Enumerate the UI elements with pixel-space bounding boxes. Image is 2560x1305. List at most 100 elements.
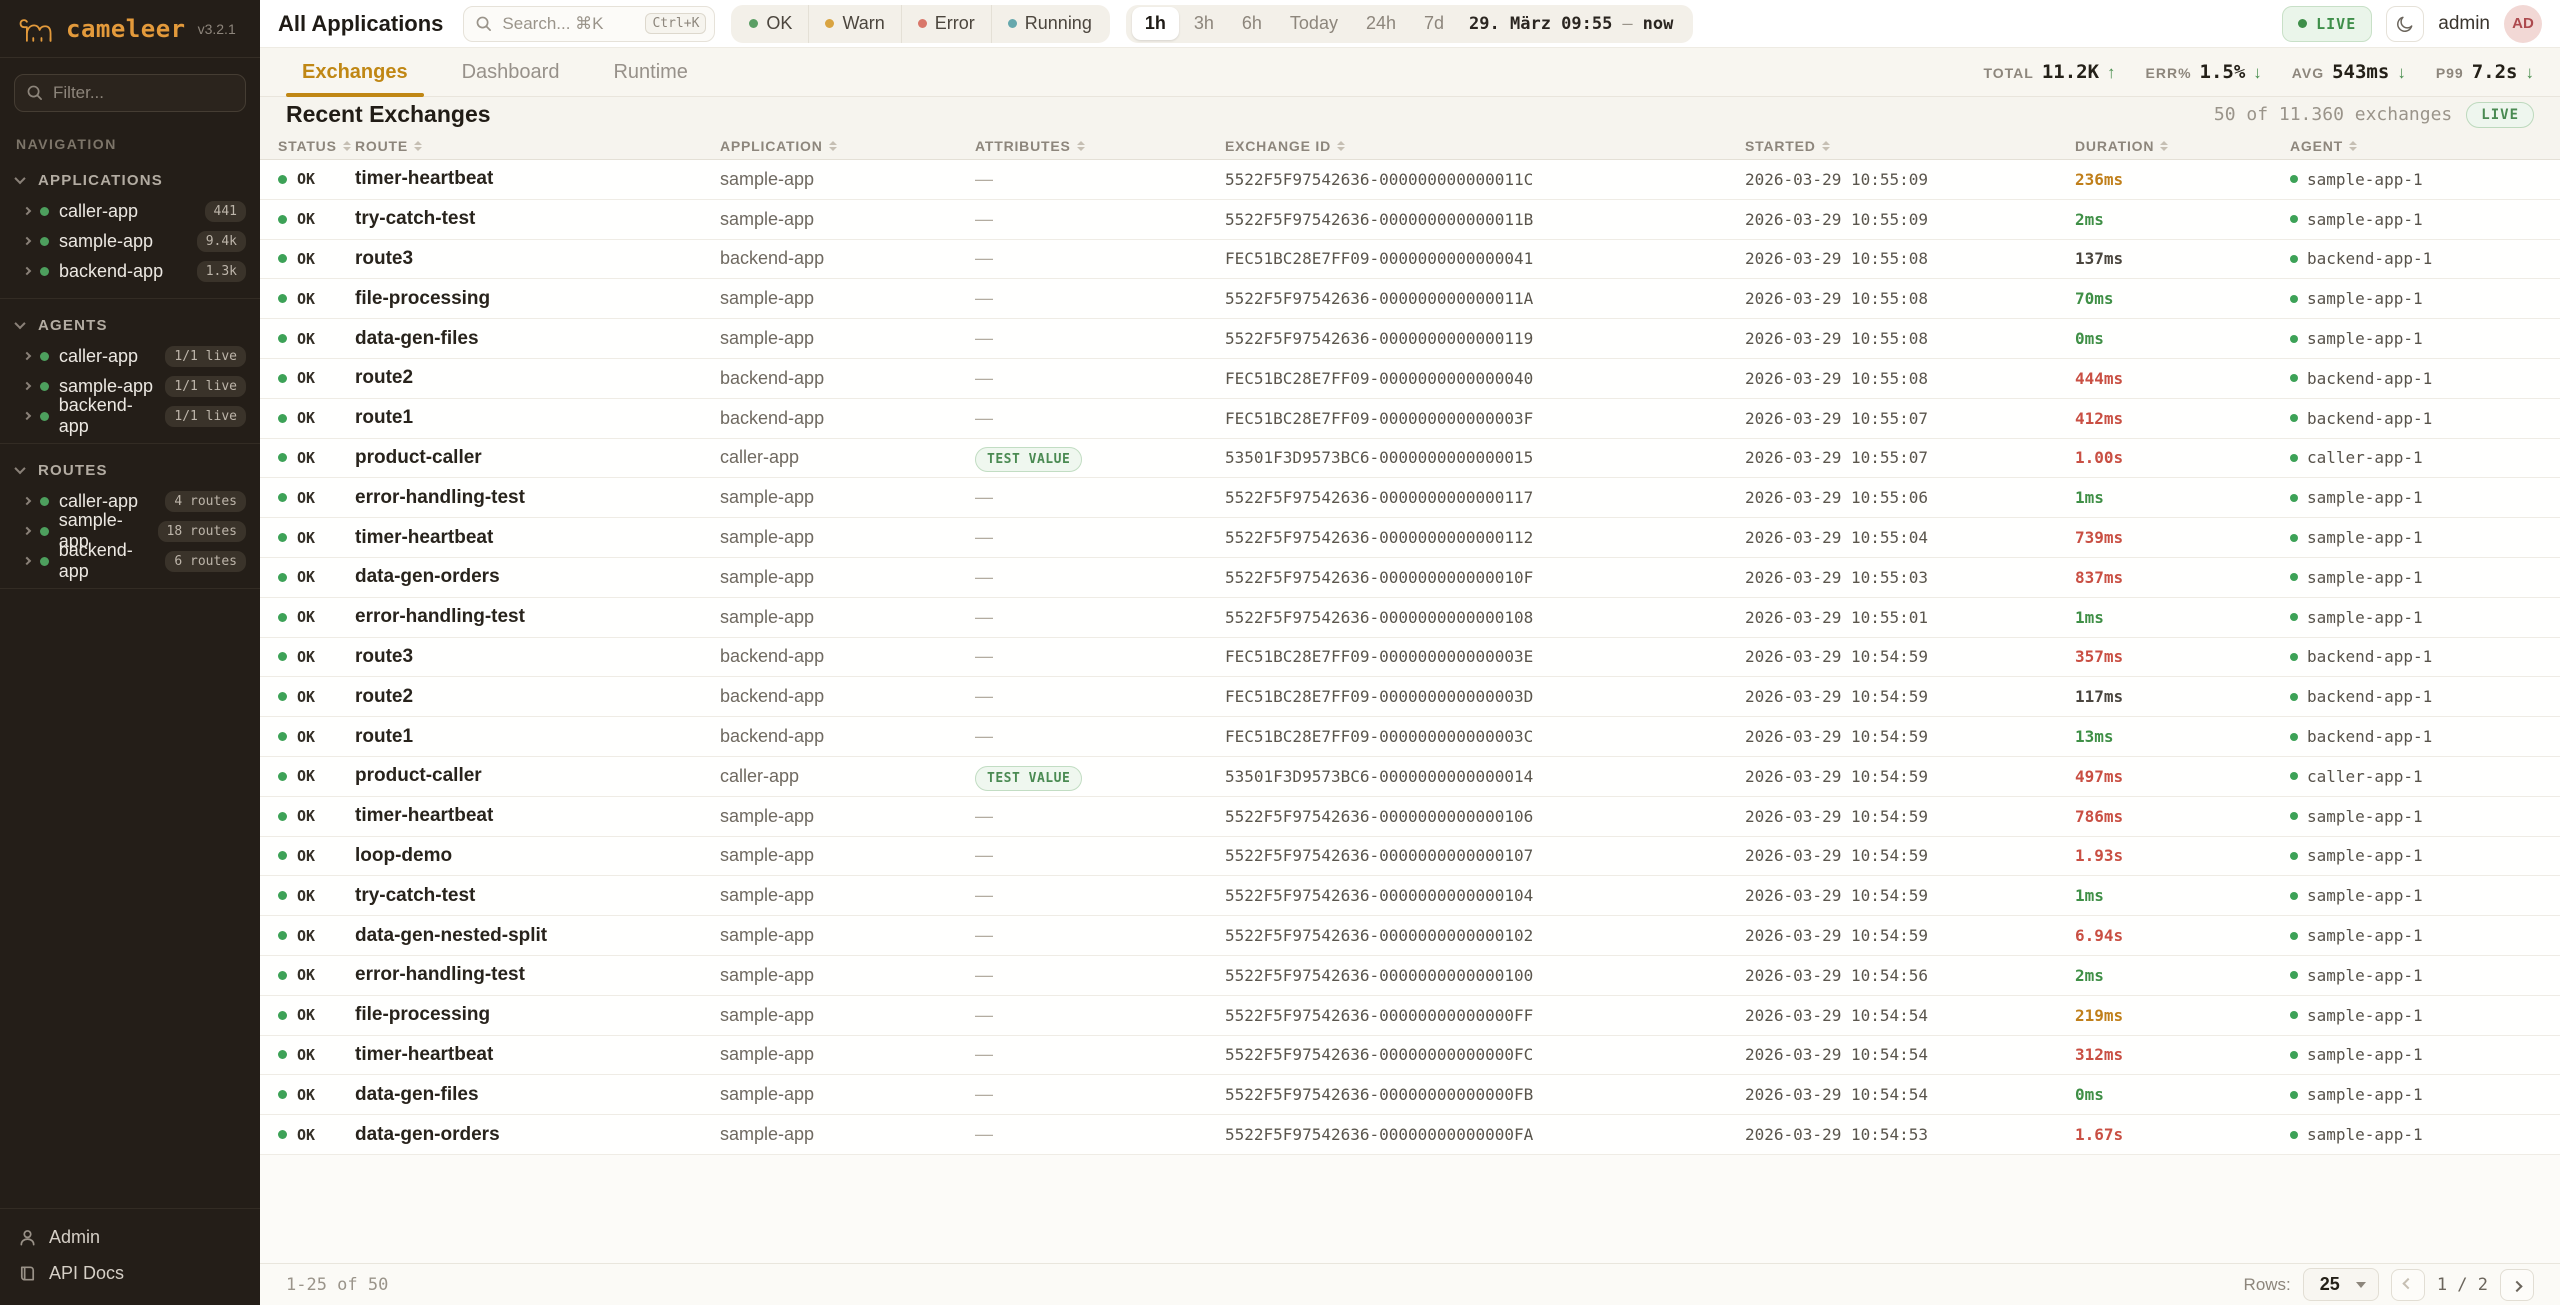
sidebar-item-sample-app[interactable]: sample-app 9.4k bbox=[0, 226, 260, 256]
avatar[interactable]: AD bbox=[2504, 4, 2542, 43]
column-header-started[interactable]: STARTED bbox=[1745, 138, 2075, 154]
filter-warn[interactable]: Warn bbox=[809, 4, 902, 43]
table-row[interactable]: OK route2 backend-app — FEC51BC28E7FF09-… bbox=[260, 358, 2560, 399]
sidebar-item-backend-app[interactable]: backend-app 1.3k bbox=[0, 256, 260, 286]
range-6h[interactable]: 6h bbox=[1241, 13, 1262, 33]
column-header-status[interactable]: STATUS bbox=[278, 138, 355, 154]
section-label: APPLICATIONS bbox=[38, 171, 163, 189]
agent-status-dot-icon bbox=[2290, 971, 2298, 980]
column-header-exchange-id[interactable]: EXCHANGE ID bbox=[1225, 138, 1745, 154]
ok-status-dot-icon bbox=[278, 692, 287, 702]
table-row[interactable]: OK product-caller caller-app TEST VALUE … bbox=[260, 756, 2560, 797]
table-row[interactable]: OK timer-heartbeat sample-app — 5522F5F9… bbox=[260, 518, 2560, 558]
table-row[interactable]: OK error-handling-test sample-app — 5522… bbox=[260, 955, 2560, 996]
time-range-group: 1h 3h 6h Today 24h 7d 29. März 09:55 – n… bbox=[1125, 4, 1694, 43]
agent-cell: sample-app-1 bbox=[2290, 846, 2550, 865]
table-row[interactable]: OK route2 backend-app — FEC51BC28E7FF09-… bbox=[260, 677, 2560, 718]
date-to: now bbox=[1642, 13, 1674, 34]
table-row[interactable]: OK file-processing sample-app — 5522F5F9… bbox=[260, 995, 2560, 1036]
column-header-duration[interactable]: DURATION bbox=[2075, 138, 2290, 154]
sidebar-item-agent-backend-app[interactable]: backend-app 1/1 live bbox=[0, 395, 260, 436]
sidebar: cameleer v3.2.1 NAVIGATION APPLICATIONS … bbox=[0, 0, 260, 1305]
rows-per-page-select[interactable]: 25 bbox=[2302, 1268, 2379, 1301]
sidebar-item-agent-sample-app[interactable]: sample-app 1/1 live bbox=[0, 371, 260, 401]
next-page-button[interactable] bbox=[2500, 1268, 2534, 1301]
range-7d[interactable]: 7d bbox=[1424, 13, 1445, 33]
chevron-right-icon bbox=[22, 236, 32, 246]
filter-running[interactable]: Running bbox=[992, 5, 1108, 43]
table-row[interactable]: OK try-catch-test sample-app — 5522F5F97… bbox=[260, 876, 2560, 917]
ok-status-dot-icon bbox=[278, 254, 287, 264]
table-row[interactable]: OK timer-heartbeat sample-app — 5522F5F9… bbox=[260, 796, 2560, 837]
table-row[interactable]: OK data-gen-nested-split sample-app — 55… bbox=[260, 916, 2560, 956]
table-row[interactable]: OK error-handling-test sample-app — 5522… bbox=[260, 478, 2560, 519]
agent-status-dot-icon bbox=[2290, 254, 2298, 263]
route-cell: try-catch-test bbox=[355, 208, 476, 230]
table-row[interactable]: OK error-handling-test sample-app — 5522… bbox=[260, 597, 2560, 638]
table-row[interactable]: OK data-gen-files sample-app — 5522F5F97… bbox=[260, 319, 2560, 359]
tab-dashboard[interactable]: Dashboard bbox=[461, 60, 560, 83]
theme-toggle-button[interactable] bbox=[2386, 5, 2425, 42]
sidebar-item-agent-caller-app[interactable]: caller-app 1/1 live bbox=[0, 341, 260, 371]
sidebar-item-label: caller-app bbox=[59, 345, 139, 366]
column-header-route[interactable]: ROUTE bbox=[355, 138, 720, 154]
section-header-applications[interactable]: APPLICATIONS bbox=[0, 164, 260, 196]
table-row[interactable]: OK data-gen-files sample-app — 5522F5F97… bbox=[260, 1075, 2560, 1116]
table-row[interactable]: OK data-gen-orders sample-app — 5522F5F9… bbox=[260, 557, 2560, 598]
range-3h[interactable]: 3h bbox=[1193, 13, 1214, 33]
table-row[interactable]: OK loop-demo sample-app — 5522F5F9754263… bbox=[260, 836, 2560, 877]
attribute-badge: TEST VALUE bbox=[975, 765, 1083, 791]
table-row[interactable]: OK route3 backend-app — FEC51BC28E7FF09-… bbox=[260, 637, 2560, 678]
scope-selector[interactable]: All Applications bbox=[278, 10, 444, 36]
stats-bar: TOTAL 11.2K ↑ ERR% 1.5% ↓ AVG 543ms ↓ P9… bbox=[1983, 48, 2534, 96]
status-label: OK bbox=[297, 687, 316, 706]
table-row[interactable]: OK route1 backend-app — FEC51BC28E7FF09-… bbox=[260, 717, 2560, 757]
table-row[interactable]: OK file-processing sample-app — 5522F5F9… bbox=[260, 279, 2560, 320]
sidebar-item-routes-backend-app[interactable]: backend-app 6 routes bbox=[0, 540, 260, 581]
previous-page-button[interactable] bbox=[2390, 1268, 2425, 1301]
range-24h[interactable]: 24h bbox=[1365, 13, 1397, 33]
sidebar-item-caller-app[interactable]: caller-app 441 bbox=[0, 196, 260, 226]
live-badge: 1/1 live bbox=[165, 375, 246, 397]
section-header-routes[interactable]: ROUTES bbox=[0, 454, 260, 486]
range-1h[interactable]: 1h bbox=[1131, 7, 1179, 40]
table-row[interactable]: OK route1 backend-app — FEC51BC28E7FF09-… bbox=[260, 398, 2560, 439]
agent-status-dot-icon bbox=[2290, 891, 2298, 900]
attributes-cell: — bbox=[975, 168, 993, 189]
filter-label: Error bbox=[934, 13, 975, 33]
ok-status-dot-icon bbox=[278, 1010, 287, 1020]
table-row[interactable]: OK timer-heartbeat sample-app — 5522F5F9… bbox=[260, 1035, 2560, 1076]
exchange-id-cell: FEC51BC28E7FF09-0000000000000041 bbox=[1225, 249, 1534, 269]
global-search[interactable]: Ctrl+K bbox=[463, 5, 716, 42]
table-row[interactable]: OK data-gen-orders sample-app — 5522F5F9… bbox=[260, 1115, 2560, 1155]
range-today[interactable]: Today bbox=[1289, 13, 1338, 33]
section-header-agents[interactable]: AGENTS bbox=[0, 309, 260, 341]
table-row[interactable]: OK try-catch-test sample-app — 5522F5F97… bbox=[260, 199, 2560, 240]
agent-status-dot-icon bbox=[2290, 652, 2298, 661]
search-input[interactable] bbox=[500, 12, 638, 35]
attributes-cell: — bbox=[975, 964, 993, 985]
filter-ok[interactable]: OK bbox=[733, 4, 810, 43]
table-row[interactable]: OK route3 backend-app — FEC51BC28E7FF09-… bbox=[260, 239, 2560, 280]
column-header-application[interactable]: APPLICATION bbox=[720, 138, 975, 154]
live-toggle-button[interactable]: LIVE bbox=[2282, 5, 2373, 42]
filter-error[interactable]: Error bbox=[902, 4, 992, 43]
tab-exchanges[interactable]: Exchanges bbox=[286, 48, 424, 97]
route-cell: timer-heartbeat bbox=[355, 805, 494, 827]
status-label: OK bbox=[297, 528, 316, 547]
agent-label: caller-app-1 bbox=[2307, 766, 2423, 786]
column-header-agent[interactable]: AGENT bbox=[2290, 138, 2550, 154]
sidebar-item-routes-sample-app[interactable]: sample-app 18 routes bbox=[0, 510, 260, 551]
ok-status-dot-icon bbox=[278, 493, 287, 503]
chevron-right-icon bbox=[22, 381, 32, 391]
filter-input[interactable] bbox=[14, 74, 246, 112]
tab-runtime[interactable]: Runtime bbox=[613, 60, 688, 83]
sidebar-item-api-docs[interactable]: API Docs bbox=[0, 1255, 260, 1291]
column-header-attributes[interactable]: ATTRIBUTES bbox=[975, 138, 1225, 154]
agent-status-dot-icon bbox=[2290, 692, 2298, 701]
table-row[interactable]: OK timer-heartbeat sample-app — 5522F5F9… bbox=[260, 160, 2560, 200]
date-range[interactable]: 29. März 09:55 – now bbox=[1459, 14, 1687, 34]
table-row[interactable]: OK product-caller caller-app TEST VALUE … bbox=[260, 438, 2560, 479]
sidebar-item-admin[interactable]: Admin bbox=[0, 1219, 260, 1255]
sidebar-item-routes-caller-app[interactable]: caller-app 4 routes bbox=[0, 486, 260, 516]
